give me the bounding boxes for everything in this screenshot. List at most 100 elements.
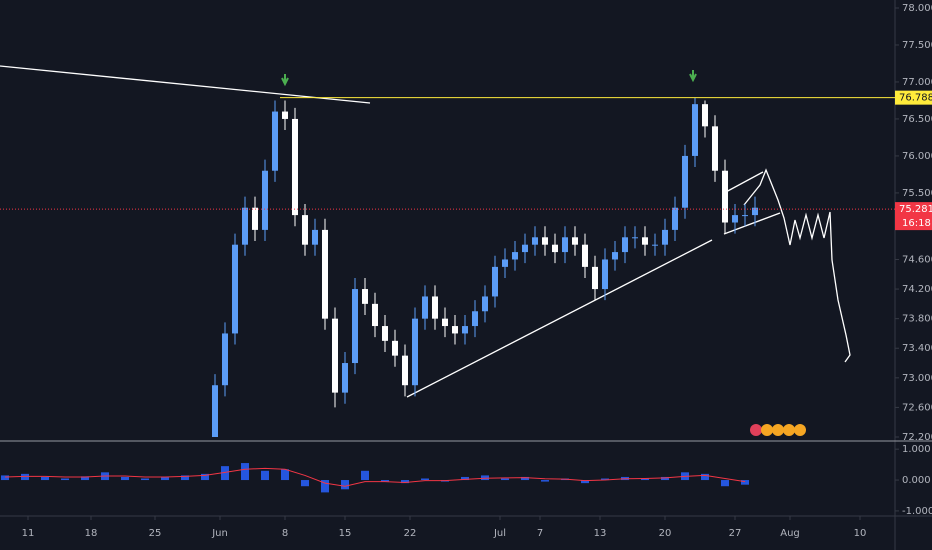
x-tick-label: 7 (537, 528, 543, 539)
x-tick-label: 8 (282, 528, 288, 539)
candle-body (732, 215, 738, 223)
marker-arrow (281, 74, 289, 87)
y-tick-label: 78.000 (902, 3, 932, 14)
candle-body (392, 340, 398, 356)
x-tick-label: 22 (404, 528, 417, 539)
histogram-bar (81, 476, 89, 481)
y-tick-label: 73.000 (902, 373, 932, 384)
signal-line (4, 467, 746, 487)
histogram-bar (581, 480, 589, 484)
candle-body (212, 385, 218, 437)
y-tick-label: 77.000 (902, 77, 932, 88)
candle-body (452, 326, 458, 334)
histogram-bar (521, 476, 529, 481)
histogram-bar (381, 480, 389, 482)
y-tick-label: 73.400 (902, 343, 932, 354)
histogram-bar (61, 478, 69, 481)
y-tick-label: 76.500 (902, 114, 932, 125)
indicator-tick-label: -1.000 (902, 506, 932, 517)
histogram-bar (461, 476, 469, 481)
y-tick-label: 72.200 (902, 432, 932, 443)
candle-body (582, 244, 588, 267)
x-tick-label: 11 (22, 528, 35, 539)
candle-body (312, 229, 318, 245)
emoji-badges (750, 424, 806, 436)
candle-body (692, 104, 698, 156)
y-tick-label: 73.800 (902, 314, 932, 325)
indicator-tick-label: 1.000 (902, 444, 931, 455)
candle-body (442, 318, 448, 327)
candle-body (722, 170, 728, 223)
x-tick-label: 10 (854, 528, 867, 539)
candle-body (342, 363, 348, 393)
x-tick-label: Jul (493, 528, 506, 539)
candle-body (742, 215, 748, 217)
histogram-bar (641, 478, 649, 481)
histogram-bar (341, 480, 349, 490)
candle-body (282, 111, 288, 119)
histogram-bar (281, 469, 289, 481)
histogram-bar (21, 473, 29, 481)
channel-line (723, 171, 764, 194)
resistance-label: 76.788 (899, 93, 932, 104)
indicator-tick-label: 0.000 (902, 475, 931, 486)
candle-body (592, 266, 598, 290)
histogram-bar (201, 473, 209, 481)
candle-body (232, 244, 238, 334)
candle-body (542, 237, 548, 245)
candle-body (292, 118, 298, 216)
y-tick-label: 77.500 (902, 40, 932, 51)
candle-body (332, 318, 338, 393)
x-tick-label: Aug (780, 528, 800, 539)
candle-body (522, 244, 528, 253)
histogram-bar (321, 480, 329, 493)
x-tick-label: 18 (85, 528, 98, 539)
y-tick-label: 74.600 (902, 254, 932, 265)
candle-body (402, 355, 408, 386)
histogram-bar (1, 475, 9, 481)
candle-body (472, 311, 478, 327)
badge (761, 424, 773, 436)
y-tick-label: 72.600 (902, 402, 932, 413)
x-tick-label: 25 (149, 528, 162, 539)
candle-body (302, 215, 308, 245)
histogram-bar (661, 476, 669, 481)
histogram-bar (721, 480, 729, 487)
last-price-label: 75.281 (899, 204, 932, 215)
histogram-bar (41, 476, 49, 481)
candle-body (552, 244, 558, 253)
candle-body (262, 170, 268, 230)
histogram-bar (181, 475, 189, 481)
histogram-bar (141, 478, 149, 481)
y-tick-label: 75.500 (902, 188, 932, 199)
candle-body (482, 296, 488, 312)
candle-body (362, 289, 368, 304)
y-tick-label: 76.000 (902, 151, 932, 162)
candle-body (672, 207, 678, 230)
histogram-bar (421, 478, 429, 481)
candle-body (352, 289, 358, 364)
x-tick-label: 20 (659, 528, 672, 539)
candle-body (432, 296, 438, 319)
candle-body (382, 326, 388, 341)
histogram-bar (121, 476, 129, 481)
channel-line (723, 212, 781, 235)
histogram-bar (701, 473, 709, 481)
candle-body (682, 155, 688, 208)
last-price-label-bg (895, 202, 932, 231)
candle-body (752, 207, 758, 216)
trend-line (406, 239, 713, 398)
histogram-bar (741, 480, 749, 485)
candle-body (492, 266, 498, 297)
histogram-bar (221, 466, 229, 481)
candle-body (712, 126, 718, 171)
candle-body (272, 111, 278, 171)
histogram-bar (601, 478, 609, 481)
histogram-bar (161, 476, 169, 481)
candle-body (602, 259, 608, 290)
histogram-bar (241, 463, 249, 481)
x-tick-label: 13 (594, 528, 607, 539)
candle-body (532, 237, 538, 245)
